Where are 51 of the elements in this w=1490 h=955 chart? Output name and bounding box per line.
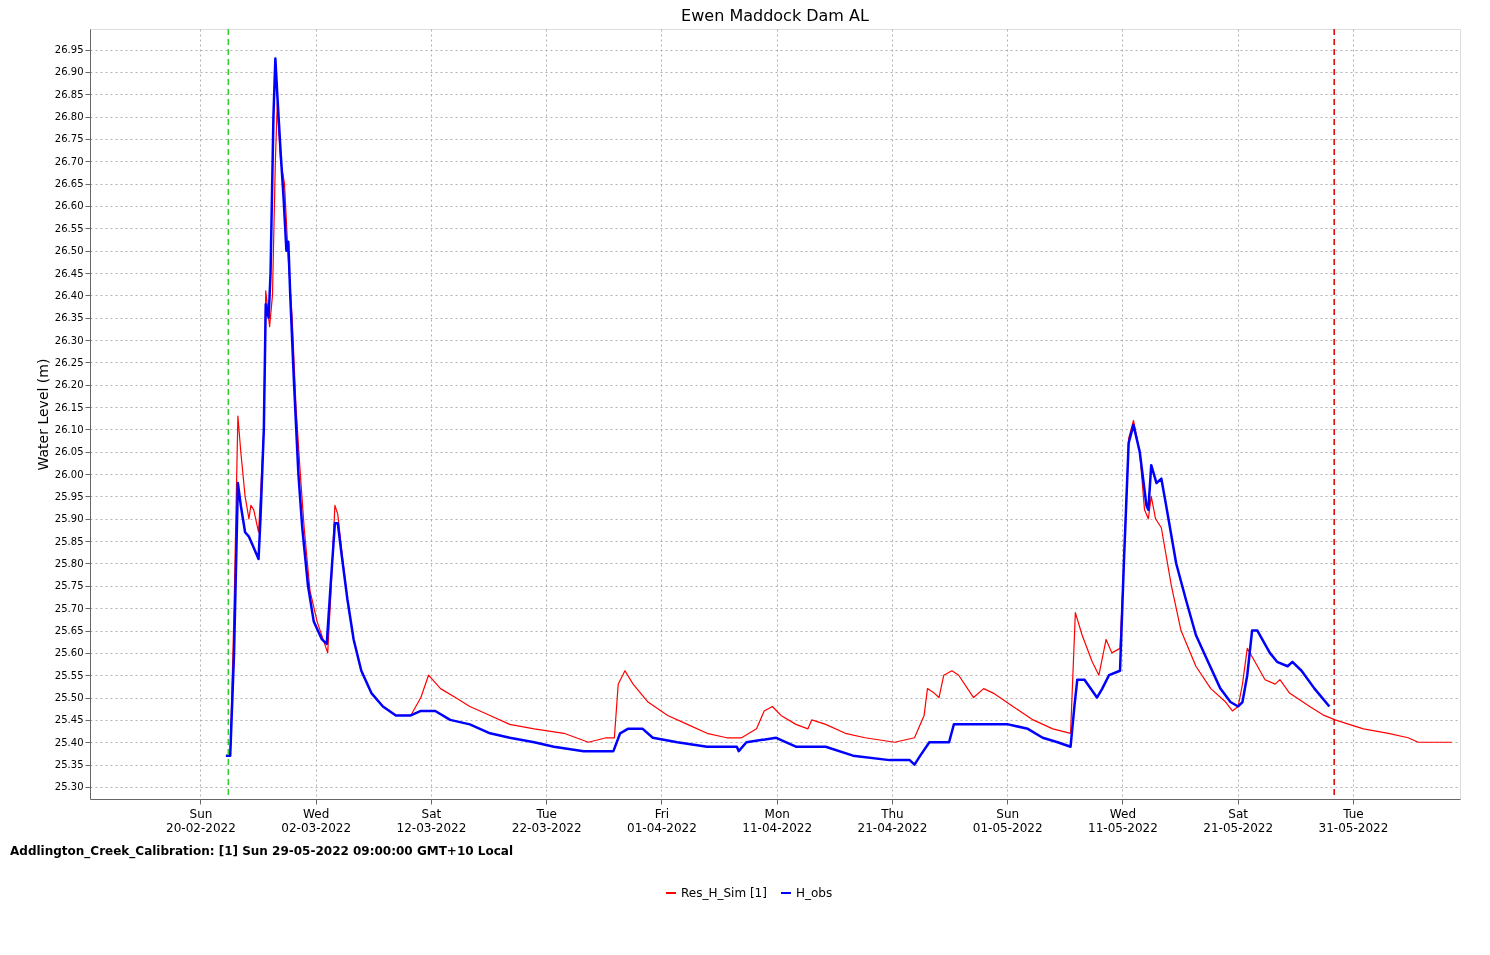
x-tick-label: Tue 31-05-2022 [1318, 806, 1389, 835]
y-tick-label: 25.45 [54, 714, 84, 726]
y-tick-label: 26.20 [54, 379, 84, 391]
y-tick-label: 26.95 [54, 44, 84, 56]
y-tick-label: 26.05 [54, 446, 84, 458]
y-tick-label: 26.65 [54, 178, 84, 190]
y-tick-label: 25.95 [54, 490, 84, 502]
y-tick-label: 26.15 [54, 401, 84, 413]
y-tick-label: 25.40 [54, 736, 84, 748]
x-tick-label: Tue 22-03-2022 [511, 806, 582, 835]
y-tick-label: 25.65 [54, 625, 84, 637]
x-tick-label: Mon 11-04-2022 [742, 806, 813, 835]
legend-label: Res_H_Sim [1] [681, 886, 767, 900]
x-tick-label: Wed 02-03-2022 [281, 806, 352, 835]
text: Addlington_Creek_Calibration: [1] Sun 29-05-2022 09:00:00 GMT+10 Local [10, 844, 514, 859]
legend-label: H_obs [796, 886, 833, 900]
x-tick-label: Sun 01-05-2022 [972, 806, 1043, 835]
y-tick-label: 26.25 [54, 356, 84, 368]
x-tick-label: Sat 21-05-2022 [1203, 806, 1274, 835]
y-tick-label: 25.80 [54, 557, 84, 569]
y-tick-label: 26.75 [54, 133, 84, 145]
y-tick-label: 26.30 [54, 334, 84, 346]
y-tick-label: 26.80 [54, 111, 84, 123]
y-tick-label: 26.70 [54, 155, 84, 167]
x-tick-label: Fri 01-04-2022 [627, 806, 697, 835]
y-tick-label: 25.70 [54, 602, 84, 614]
y-tick-label: 26.10 [54, 423, 84, 435]
x-tick-label: Thu 21-04-2022 [857, 806, 928, 835]
y-tick-label: 25.85 [54, 535, 84, 547]
y-tick-label: 26.85 [54, 88, 84, 100]
y-tick-label: 25.30 [54, 781, 84, 793]
y-tick-label: 26.55 [54, 222, 84, 234]
y-tick-label: 25.60 [54, 647, 84, 659]
y-tick-label: 26.45 [54, 267, 84, 279]
y-tick-label: 26.60 [54, 200, 84, 212]
y-tick-label: 25.90 [54, 513, 84, 525]
x-tick-label: Sat 12-03-2022 [396, 806, 467, 835]
y-tick-label: 25.35 [54, 759, 84, 771]
y-tick-label: 26.35 [54, 312, 84, 324]
x-tick-label: Wed 11-05-2022 [1088, 806, 1158, 835]
line-series [224, 57, 1331, 766]
y-tick-label: 25.75 [54, 580, 84, 592]
chart-title: Ewen Maddock Dam AL [681, 6, 869, 26]
x-tick-label: Sun 20-02-2022 [166, 806, 236, 835]
y-tick-label: 26.00 [54, 468, 84, 480]
y-tick-label: 25.50 [54, 692, 84, 704]
y-axis-title: Water Level (m) [34, 358, 51, 471]
y-tick-label: 25.55 [54, 669, 84, 681]
y-tick-label: 26.50 [54, 245, 84, 257]
y-tick-label: 26.40 [54, 289, 84, 301]
y-tick-label: 26.90 [54, 66, 84, 78]
